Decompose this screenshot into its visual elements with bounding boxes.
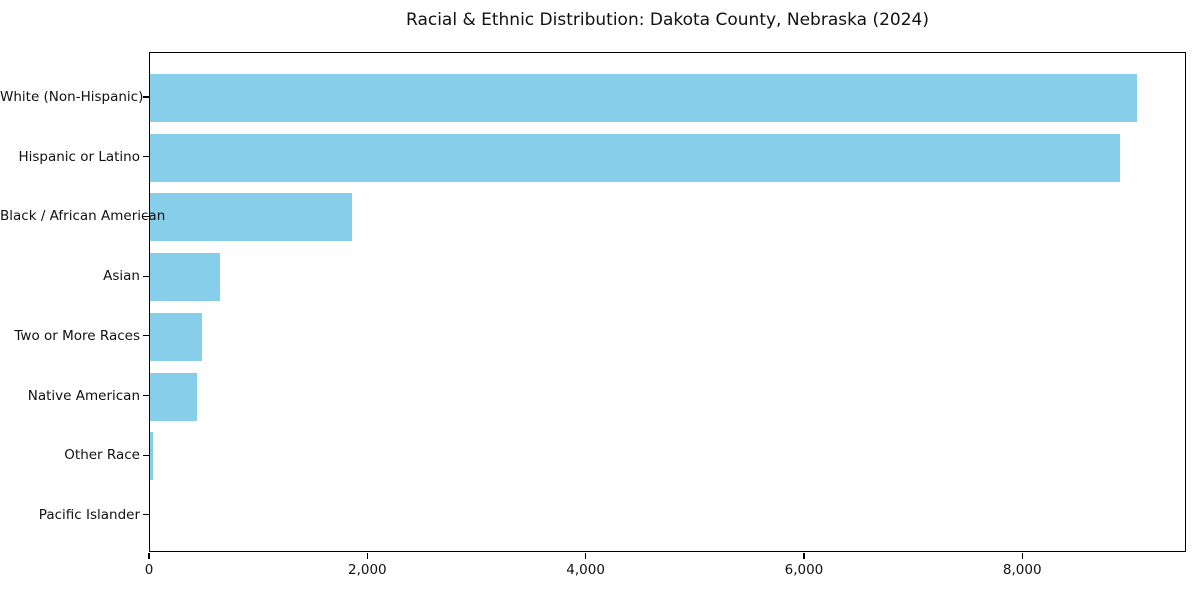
y-tick-mark	[143, 96, 149, 98]
bar	[150, 312, 203, 361]
bar	[150, 74, 1137, 122]
y-tick-mark	[143, 275, 149, 277]
y-tick-label: Pacific Islander	[38, 506, 140, 523]
y-tick-label: Other Race	[64, 447, 140, 464]
y-tick-label: White (Non-Hispanic)	[0, 89, 144, 105]
x-tick-mark	[148, 553, 150, 559]
y-tick-label: Hispanic or Latino	[18, 148, 140, 165]
bar	[150, 372, 198, 421]
y-tick-label: Black / African American	[0, 208, 166, 225]
y-tick-mark	[143, 454, 149, 456]
y-tick-mark	[143, 335, 149, 337]
bar	[150, 432, 154, 481]
x-tick-mark	[366, 553, 368, 559]
y-tick-mark	[143, 514, 149, 516]
bar	[150, 133, 1121, 182]
x-tick-mark	[1021, 553, 1023, 559]
x-tick-label: 4,000	[566, 562, 605, 578]
y-tick-mark	[143, 156, 149, 158]
bar	[150, 253, 220, 302]
x-tick-mark	[803, 553, 805, 559]
x-tick-label: 2,000	[347, 562, 387, 578]
y-tick-label: Native American	[27, 387, 140, 404]
y-tick-mark	[143, 394, 149, 397]
x-tick-label: 0	[144, 562, 154, 578]
plot-area	[149, 52, 1186, 552]
x-tick-mark	[585, 553, 587, 559]
y-tick-label: Asian	[103, 268, 140, 285]
x-tick-label: 6,000	[784, 562, 824, 578]
y-tick-label: Two or More Races	[14, 327, 140, 344]
y-tick-mark	[143, 215, 149, 217]
x-tick-label: 8,000	[1002, 562, 1042, 578]
chart-title: Racial & Ethnic Distribution: Dakota Cou…	[406, 10, 929, 30]
bar	[150, 193, 352, 242]
